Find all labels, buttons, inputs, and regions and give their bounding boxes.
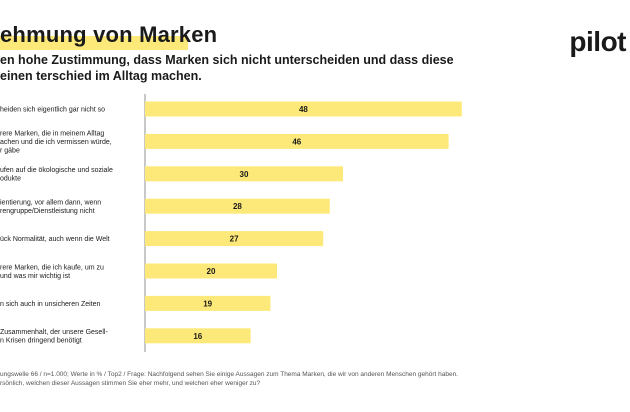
bar-value-label: 27 (230, 235, 239, 244)
bar-chart: 48 heiden sich eigentlich gar nicht so 46 r… (0, 94, 462, 352)
category-label: ück Normalität, auch wenn die Welt (0, 236, 110, 243)
category-label: n sich auch in unsicheren Zeiten (0, 301, 100, 308)
category-label: rere Marken, die ich kaufe, um zu und was… (0, 264, 104, 280)
bar-value-label: 48 (299, 105, 308, 114)
category-label: heiden sich eigentlich gar nicht so (0, 107, 105, 114)
bar (145, 166, 343, 182)
bar (145, 328, 251, 344)
bar-value-label: 16 (193, 332, 202, 341)
bar (145, 198, 330, 214)
category-label: Zusammenhalt, der unsere Gesell-n Krisen… (0, 329, 108, 345)
bar-value-label: 20 (207, 267, 216, 276)
category-label: ufen auf die ökologische und soziale oduk… (0, 167, 113, 183)
page-title: ehmung von Marken (0, 22, 218, 47)
bar (145, 295, 271, 311)
footnote: ungswelle 66 / n=1.000; Werte in % / Top… (0, 371, 458, 387)
page-subtitle: en hohe Zustimmung, dass Marken sich nic… (0, 53, 454, 83)
category-label: ientierung, vor allem dann, wenn rengrupp… (0, 199, 101, 215)
bar (145, 263, 277, 279)
bar-value-label: 19 (203, 299, 212, 308)
bar (145, 101, 462, 117)
title-highlight (0, 36, 188, 50)
pilot-logo: pilot (569, 26, 626, 57)
bar-value-label: 46 (292, 137, 301, 146)
bar-value-label: 28 (233, 202, 242, 211)
title-block: ehmung von Marken (0, 22, 218, 50)
bar-value-label: 30 (240, 170, 249, 179)
bar (145, 231, 324, 247)
category-label: rere Marken, die in meinem Alltag achen u… (0, 130, 112, 154)
bar (145, 133, 449, 149)
